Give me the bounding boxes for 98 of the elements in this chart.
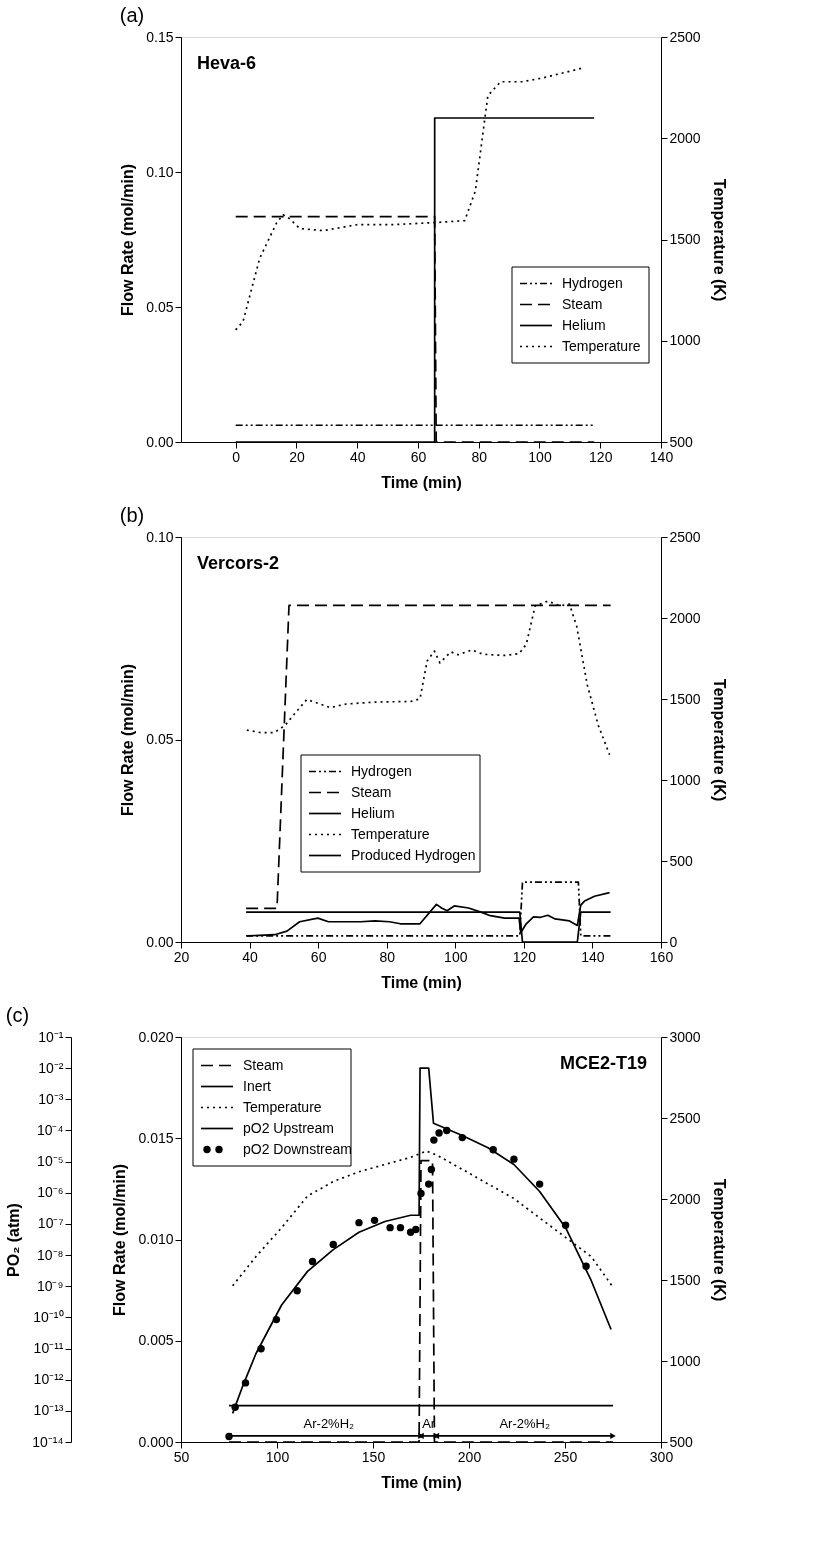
x-tick-label: 0 <box>232 448 241 465</box>
legend-label: Temperature <box>351 825 430 842</box>
y-tick-label: 0.015 <box>138 1129 174 1146</box>
y2-tick-label: 500 <box>669 852 694 869</box>
x-tick-label: 80 <box>379 948 396 965</box>
annotation: Ar <box>422 1415 436 1431</box>
y-tick-label: 0.020 <box>138 1028 174 1045</box>
annotation: Heva-6 <box>197 53 257 73</box>
x-tick-label: 160 <box>649 948 674 965</box>
y3-axis-title: PO₂ (atm) <box>5 1203 23 1277</box>
y2-tick-label: 2000 <box>669 1190 701 1207</box>
y3-tick-label: 10⁻¹² <box>33 1371 64 1388</box>
x-tick-label: 200 <box>457 1448 482 1465</box>
y-tick-label: 0.10 <box>146 163 174 180</box>
legend-label: pO2 Downstream <box>243 1140 352 1157</box>
x-axis-title: Time (min) <box>381 973 462 991</box>
x-tick-label: 40 <box>242 948 259 965</box>
y2-tick-label: 1000 <box>669 332 701 349</box>
legend-label: Steam <box>562 295 603 312</box>
legend-label: Temperature <box>562 337 641 354</box>
y2-tick-label: 2000 <box>669 129 701 146</box>
legend-label: Hydrogen <box>351 762 412 779</box>
y2-axis-title: Temperature (K) <box>710 178 728 302</box>
y-axis-title: Flow Rate (mol/min) <box>119 164 137 316</box>
x-tick-label: 20 <box>289 448 305 465</box>
y2-tick-label: 500 <box>669 433 694 450</box>
legend-label: Helium <box>351 804 395 821</box>
x-tick-label: 40 <box>349 448 366 465</box>
y2-tick-label: 2500 <box>669 528 701 545</box>
y2-tick-label: 2500 <box>669 28 701 45</box>
y2-tick-label: 1000 <box>669 1352 701 1369</box>
legend-label: Steam <box>243 1056 284 1073</box>
y3-tick-label: 10⁻¹³ <box>33 1402 64 1419</box>
annotation: Ar-2%H₂ <box>303 1415 355 1431</box>
y3-tick-label: 10⁻⁶ <box>37 1184 64 1201</box>
y2-tick-label: 500 <box>669 1433 694 1450</box>
chart-title: (a) <box>119 4 145 26</box>
x-tick-label: 20 <box>173 948 190 965</box>
y3-tick-label: 10⁻⁵ <box>37 1153 64 1170</box>
y-tick-label: 0.000 <box>138 1433 174 1450</box>
x-axis-title: Time (min) <box>381 473 462 491</box>
y3-tick-label: 10⁻¹⁴ <box>32 1433 64 1450</box>
x-tick-label: 100 <box>528 448 552 465</box>
y-tick-label: 0.05 <box>146 731 174 747</box>
annotation: Ar-2%H₂ <box>499 1415 550 1431</box>
y3-tick-label: 10⁻¹¹ <box>33 1340 64 1357</box>
y3-tick-label: 10⁻³ <box>38 1090 64 1107</box>
y-axis-title: Flow Rate (mol/min) <box>119 664 137 816</box>
y3-tick-label: 10⁻⁴ <box>36 1121 64 1138</box>
y-axis-title: Flow Rate (mol/min) <box>111 1164 129 1316</box>
annotation: MCE2-T19 <box>559 1053 647 1073</box>
x-axis-title: Time (min) <box>381 1473 462 1491</box>
y2-tick-label: 1500 <box>669 690 701 707</box>
x-tick-label: 140 <box>649 448 674 465</box>
x-tick-label: 250 <box>553 1448 578 1465</box>
x-tick-label: 120 <box>589 448 613 465</box>
legend-label: Steam <box>351 783 392 800</box>
legend-label: Produced Hydrogen <box>351 846 476 863</box>
x-tick-label: 50 <box>173 1448 190 1465</box>
y2-tick-label: 2500 <box>669 1109 701 1126</box>
text: (c) <box>5 1004 30 1026</box>
y-tick-label: 0.005 <box>138 1332 174 1349</box>
y-tick-label: 0.05 <box>146 298 174 315</box>
x-tick-label: 60 <box>310 948 327 965</box>
y3-tick-label: 10⁻¹ <box>38 1028 64 1045</box>
legend-label: Temperature <box>243 1098 322 1115</box>
legend-label: Helium <box>562 316 606 333</box>
annotation: Vercors-2 <box>197 553 280 573</box>
y2-tick-label: 1000 <box>669 771 701 788</box>
x-tick-label: 300 <box>649 1448 674 1465</box>
y-tick-label: 0.010 <box>138 1231 174 1247</box>
x-tick-label: 60 <box>410 448 427 465</box>
legend-label: Inert <box>243 1077 272 1094</box>
y3-tick-label: 10⁻⁹ <box>36 1277 64 1294</box>
y2-axis-title: Temperature (K) <box>710 678 728 802</box>
x-tick-label: 140 <box>581 948 605 965</box>
y2-axis-title: Temperature (K) <box>710 1178 728 1302</box>
y-tick-label: 0.15 <box>146 28 174 45</box>
x-tick-label: 80 <box>471 448 488 465</box>
x-tick-label: 100 <box>444 948 468 965</box>
y2-tick-label: 1500 <box>669 231 701 247</box>
y3-tick-label: 10⁻⁷ <box>37 1215 64 1232</box>
y2-tick-label: 1500 <box>669 1271 701 1288</box>
x-tick-label: 100 <box>265 1448 290 1465</box>
y2-tick-label: 0 <box>669 933 678 950</box>
legend-label: pO2 Upstream <box>243 1119 335 1136</box>
x-tick-label: 150 <box>361 1448 386 1465</box>
x-tick-label: 120 <box>512 948 537 965</box>
y-tick-label: 0.00 <box>146 433 174 450</box>
y2-tick-label: 2000 <box>669 609 701 626</box>
y-tick-label: 0.10 <box>146 528 174 545</box>
legend-label: Hydrogen <box>562 274 623 291</box>
y3-tick-label: 10⁻⁸ <box>37 1246 64 1263</box>
chart-title: (b) <box>119 504 145 526</box>
y2-tick-label: 3000 <box>669 1028 701 1045</box>
y3-tick-label: 10⁻¹⁰ <box>33 1308 64 1325</box>
y3-tick-label: 10⁻² <box>38 1059 64 1076</box>
y-tick-label: 0.00 <box>146 933 174 950</box>
